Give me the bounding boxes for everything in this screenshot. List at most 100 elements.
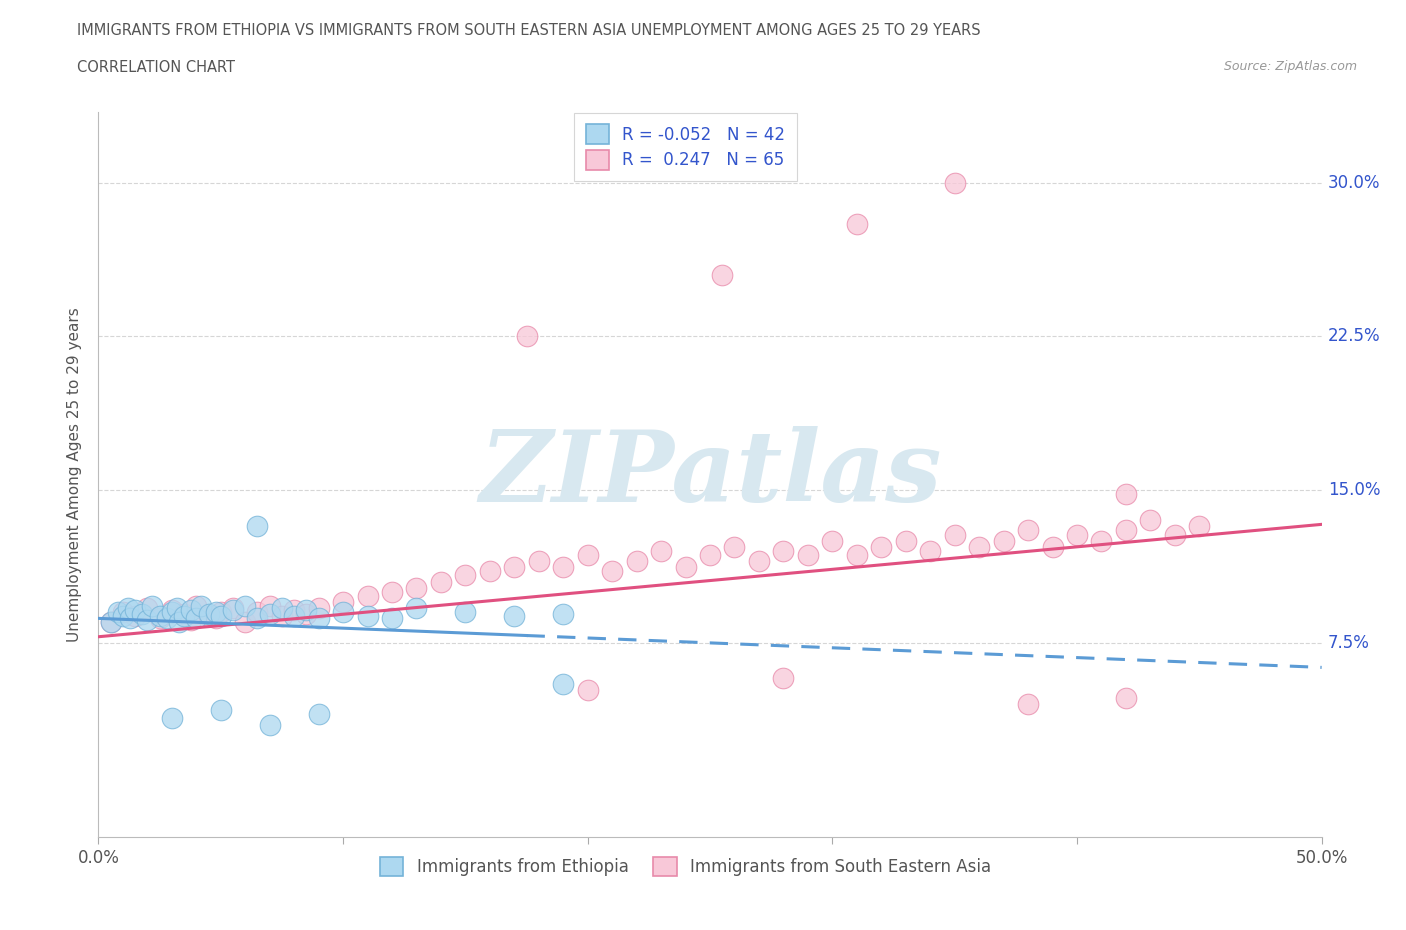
Point xyxy=(173,607,195,622)
Point xyxy=(209,609,232,624)
Point xyxy=(190,599,212,614)
Point xyxy=(136,613,159,628)
Point xyxy=(356,589,378,604)
Point xyxy=(600,564,623,578)
Point xyxy=(576,548,599,563)
Point xyxy=(1042,539,1064,554)
Point xyxy=(270,601,294,616)
Legend: Immigrants from Ethiopia, Immigrants from South Eastern Asia: Immigrants from Ethiopia, Immigrants fro… xyxy=(373,851,998,884)
Point xyxy=(454,568,477,583)
Point xyxy=(308,601,330,616)
Point xyxy=(723,539,745,554)
Point xyxy=(180,613,202,628)
Point xyxy=(748,553,770,568)
Point xyxy=(381,611,404,626)
Point xyxy=(454,604,477,619)
Point xyxy=(205,604,228,619)
Point xyxy=(100,615,122,630)
Point xyxy=(381,584,404,599)
Point xyxy=(149,609,172,624)
Point xyxy=(1115,523,1137,538)
Point xyxy=(1139,512,1161,527)
Point xyxy=(107,604,129,619)
Point xyxy=(503,560,526,575)
Point xyxy=(141,599,163,614)
Point xyxy=(197,609,219,624)
Point xyxy=(650,543,672,558)
Point xyxy=(503,609,526,624)
Point xyxy=(943,176,966,191)
Point xyxy=(259,607,281,622)
Point xyxy=(209,703,232,718)
Point xyxy=(246,604,269,619)
Point xyxy=(699,548,721,563)
Point xyxy=(993,533,1015,548)
Point xyxy=(186,599,208,614)
Point xyxy=(283,603,305,618)
Point xyxy=(136,601,159,616)
Point xyxy=(711,268,734,283)
Point xyxy=(246,611,269,626)
Point xyxy=(845,548,868,563)
Point xyxy=(259,599,281,614)
Point xyxy=(160,604,183,619)
Point xyxy=(332,604,354,619)
Point xyxy=(967,539,990,554)
Point xyxy=(478,564,501,578)
Text: CORRELATION CHART: CORRELATION CHART xyxy=(77,60,235,75)
Point xyxy=(1115,486,1137,501)
Point xyxy=(205,611,228,626)
Point xyxy=(772,671,794,685)
Point xyxy=(1115,691,1137,706)
Point xyxy=(405,601,427,616)
Point xyxy=(124,603,146,618)
Point xyxy=(675,560,697,575)
Point xyxy=(111,609,134,624)
Point xyxy=(920,543,942,558)
Point xyxy=(527,553,550,568)
Point xyxy=(117,601,139,616)
Point xyxy=(222,603,245,618)
Text: Source: ZipAtlas.com: Source: ZipAtlas.com xyxy=(1223,60,1357,73)
Point xyxy=(149,611,172,626)
Point xyxy=(111,604,134,619)
Point xyxy=(173,609,195,624)
Point xyxy=(209,604,232,619)
Point xyxy=(180,603,202,618)
Point xyxy=(283,609,305,624)
Y-axis label: Unemployment Among Ages 25 to 29 years: Unemployment Among Ages 25 to 29 years xyxy=(67,307,83,642)
Point xyxy=(821,533,844,548)
Point xyxy=(1066,527,1088,542)
Point xyxy=(405,580,427,595)
Point xyxy=(943,527,966,542)
Point xyxy=(100,615,122,630)
Point xyxy=(870,539,893,554)
Point xyxy=(553,560,575,575)
Point xyxy=(186,611,208,626)
Point xyxy=(160,711,183,726)
Point xyxy=(246,519,269,534)
Point xyxy=(131,607,153,622)
Point xyxy=(553,676,575,691)
Point xyxy=(576,683,599,698)
Point xyxy=(295,603,318,618)
Point xyxy=(308,707,330,722)
Point xyxy=(1017,523,1039,538)
Point xyxy=(233,599,256,614)
Point xyxy=(222,601,245,616)
Text: IMMIGRANTS FROM ETHIOPIA VS IMMIGRANTS FROM SOUTH EASTERN ASIA UNEMPLOYMENT AMON: IMMIGRANTS FROM ETHIOPIA VS IMMIGRANTS F… xyxy=(77,23,981,38)
Point xyxy=(845,217,868,232)
Point xyxy=(626,553,648,568)
Point xyxy=(156,611,179,626)
Point xyxy=(166,601,188,616)
Point xyxy=(553,607,575,622)
Point xyxy=(120,611,142,626)
Point xyxy=(197,607,219,622)
Point xyxy=(1188,519,1211,534)
Point xyxy=(124,609,146,624)
Point xyxy=(515,329,537,344)
Text: 22.5%: 22.5% xyxy=(1327,327,1381,345)
Point xyxy=(160,603,183,618)
Point xyxy=(259,717,281,732)
Point xyxy=(894,533,917,548)
